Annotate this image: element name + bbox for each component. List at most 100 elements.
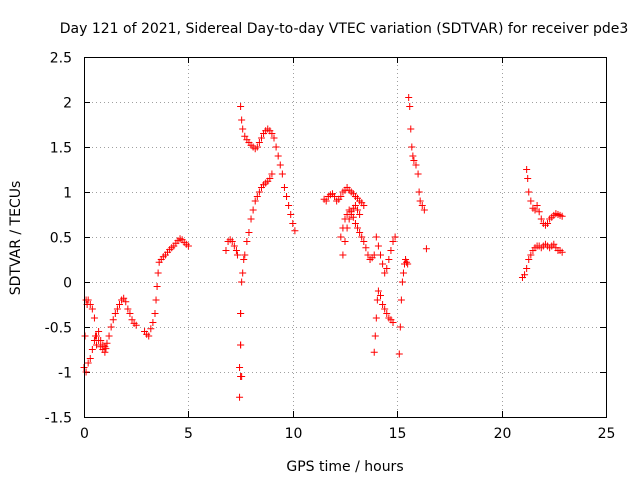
data-point [381,269,389,277]
data-point [120,294,128,302]
data-point [126,310,134,317]
x-tick-label: 0 [80,426,89,442]
data-point [124,305,132,313]
data-point [237,310,245,317]
data-point [238,373,246,380]
x-tick-label: 5 [184,426,193,442]
data-point [376,292,384,299]
data-point [360,202,368,209]
data-point [379,260,387,268]
x-tick-label: 20 [494,426,512,442]
data-point [374,242,382,250]
data-point [374,287,382,295]
data-point [266,175,274,182]
series-track-M [405,94,428,214]
data-point [285,202,293,209]
data-point [558,212,566,220]
data-point [153,283,161,290]
data-point [81,332,89,340]
data-point [403,258,411,266]
y-tick-label: 1 [63,186,72,202]
data-point [524,175,532,182]
series-track-O [523,166,566,229]
y-tick-label: 0.5 [50,231,72,247]
data-point [521,271,529,279]
data-point [398,278,406,286]
data-point [337,233,345,241]
data-point [407,125,415,133]
data-point [525,256,533,263]
data-point [360,238,368,245]
data-point [257,134,265,142]
data-point [381,305,389,313]
data-point [283,193,291,200]
data-point [533,202,541,209]
data-point [322,197,330,205]
data-point [132,321,140,329]
x-tick-label: 15 [389,426,407,442]
y-tick-label: 1.5 [50,141,72,157]
y-tick-label: 2.5 [50,51,72,67]
series-track-G [320,184,368,209]
data-point [115,301,123,308]
data-point [88,346,96,353]
data-point [389,319,397,326]
data-point [239,125,247,133]
data-point [356,211,364,218]
data-point [412,161,420,169]
data-point [272,143,280,151]
data-point [376,251,384,259]
data-point [404,260,412,268]
data-point [255,188,263,196]
data-point [410,157,418,164]
y-tick-label: -0.5 [45,321,72,337]
data-point [255,139,263,146]
data-point [276,161,284,169]
data-point [544,220,552,227]
data-point [362,244,370,252]
data-point [414,170,422,178]
data-point [111,310,119,317]
data-point [373,296,381,304]
data-point [289,220,297,227]
data-point [364,251,372,259]
data-point [525,188,533,196]
series-outliers [236,245,430,401]
data-point [253,193,261,200]
data-point [370,348,378,356]
series-track-N [518,240,566,281]
series-track-D [222,236,241,259]
data-point [345,215,353,223]
data-point [232,247,240,254]
data-point [535,208,543,216]
data-point [152,296,160,304]
data-point [184,242,192,250]
data-point [347,211,355,218]
plot-frame [84,57,607,418]
data-point [151,310,159,317]
series-track-B [81,296,110,356]
series-track-L [395,256,412,358]
data-point [383,310,391,317]
data-point [287,211,295,218]
data-point [389,238,397,245]
data-point [356,229,364,236]
data-point [358,233,366,241]
data-point [291,227,299,235]
y-tick-label: -1.5 [45,411,72,427]
x-axis-label: GPS time / hours [286,459,403,475]
data-point [331,193,339,200]
data-point [95,328,103,335]
data-point [239,269,247,277]
data-point [383,265,391,272]
data-point [84,296,92,304]
data-point [243,238,251,245]
data-points [80,94,566,401]
data-point [372,233,380,241]
data-point [339,251,347,259]
data-point [337,193,345,200]
data-point [351,220,359,227]
data-point [241,251,249,259]
data-point [343,224,351,232]
